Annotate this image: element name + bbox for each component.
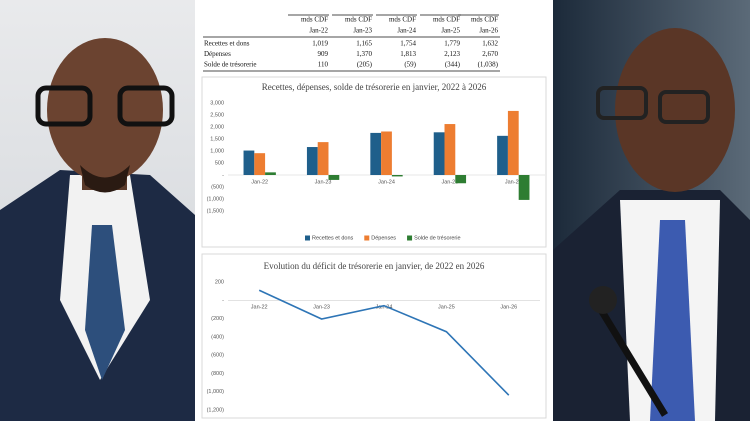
x-tick-label: Jan-26 <box>500 305 517 311</box>
bar <box>497 135 508 175</box>
y-tick-label: 200 <box>215 279 224 285</box>
y-tick-label: 1,000 <box>210 148 224 154</box>
cell: 1,813 <box>400 50 416 58</box>
bar <box>243 150 255 175</box>
cell: 1,779 <box>444 40 460 48</box>
line <box>258 289 510 396</box>
chart-title: Recettes, dépenses, solde de trésorerie … <box>262 82 487 92</box>
cell: 1,632 <box>482 40 498 48</box>
row-label: Dépenses <box>204 50 231 58</box>
cell: (1,038) <box>478 61 499 69</box>
column-unit: mds CDF <box>389 16 416 24</box>
column-period: Jan-22 <box>309 27 328 35</box>
cell: 1,370 <box>356 50 372 58</box>
legend-swatch <box>407 235 413 241</box>
y-tick-label: (500) <box>211 184 224 190</box>
column-period: Jan-23 <box>353 27 372 35</box>
y-tick-label: (1,500) <box>207 208 225 214</box>
x-tick-label: Jan-22 <box>251 179 268 185</box>
x-tick-label: Jan-22 <box>251 305 268 311</box>
x-tick-label: Jan-25 <box>438 305 455 311</box>
x-tick-label: Jan-23 <box>313 305 330 311</box>
bar <box>455 175 467 184</box>
column-period: Jan-25 <box>441 27 460 35</box>
y-tick-label: 1,500 <box>210 136 224 142</box>
cell: 110 <box>318 61 329 69</box>
bar <box>306 147 318 175</box>
y-tick-label: (200) <box>211 316 224 322</box>
y-tick-label: 500 <box>215 160 224 166</box>
y-tick-label: 3,000 <box>210 100 224 106</box>
table: mds CDF Jan-22 mds CDF Jan-23 mds CDF Jan-24 m… <box>203 14 500 72</box>
cell: 1,019 <box>312 40 328 48</box>
bar <box>381 131 392 175</box>
y-tick-label: (1,000) <box>207 389 225 395</box>
bar <box>507 110 519 175</box>
y-tick-label: 2,500 <box>210 112 224 118</box>
row-label: Recettes et dons <box>204 40 250 48</box>
bar <box>444 124 456 175</box>
bar <box>391 175 403 177</box>
x-tick-label: Jan-25 <box>441 179 458 185</box>
y-tick-label: (1,200) <box>207 407 225 413</box>
left-photo <box>0 0 195 421</box>
cell: (344) <box>445 61 461 69</box>
column-period: Jan-24 <box>397 27 416 35</box>
x-tick-label: Jan-24 <box>378 179 395 185</box>
y-tick-label: - <box>222 298 224 304</box>
row-label: Solde de trésorerie <box>204 61 256 69</box>
x-tick-label: Jan-24 <box>376 305 393 311</box>
bar <box>317 142 329 175</box>
legend-label: Solde de trésorerie <box>414 235 460 241</box>
bar <box>433 132 445 175</box>
y-tick-label: (1,000) <box>207 196 225 202</box>
cell: 2,670 <box>482 50 498 58</box>
chart-title: Evolution du déficit de trésorerie en ja… <box>264 261 485 271</box>
legend-label: Recettes et dons <box>312 235 354 241</box>
column-unit: mds CDF <box>471 16 498 24</box>
bar <box>254 153 266 175</box>
column-unit: mds CDF <box>433 16 460 24</box>
y-tick-label: (600) <box>211 353 224 359</box>
legend-label: Dépenses <box>371 235 396 241</box>
bar <box>370 132 382 175</box>
y-tick-label: - <box>222 172 224 178</box>
right-photo <box>553 0 750 421</box>
cell: 1,165 <box>356 40 372 48</box>
y-tick-label: (400) <box>211 334 224 340</box>
legend-swatch <box>305 235 310 241</box>
y-tick-label: 2,000 <box>210 124 224 130</box>
bar <box>328 175 340 180</box>
cell: (59) <box>404 61 416 69</box>
column-unit: mds CDF <box>345 16 372 24</box>
cell: 2,123 <box>444 50 460 58</box>
cell: 1,754 <box>400 40 416 48</box>
chart-frame <box>201 253 547 419</box>
x-tick-label: Jan-26 <box>505 179 522 185</box>
x-tick-label: Jan-23 <box>315 179 332 185</box>
bar <box>518 175 530 200</box>
column-unit: mds CDF <box>301 16 328 24</box>
cell: (205) <box>357 61 373 69</box>
legend-swatch <box>364 235 370 241</box>
cell: 909 <box>318 50 329 58</box>
column-period: Jan-26 <box>479 27 498 35</box>
y-tick-label: (800) <box>211 371 224 377</box>
bar <box>265 172 276 175</box>
